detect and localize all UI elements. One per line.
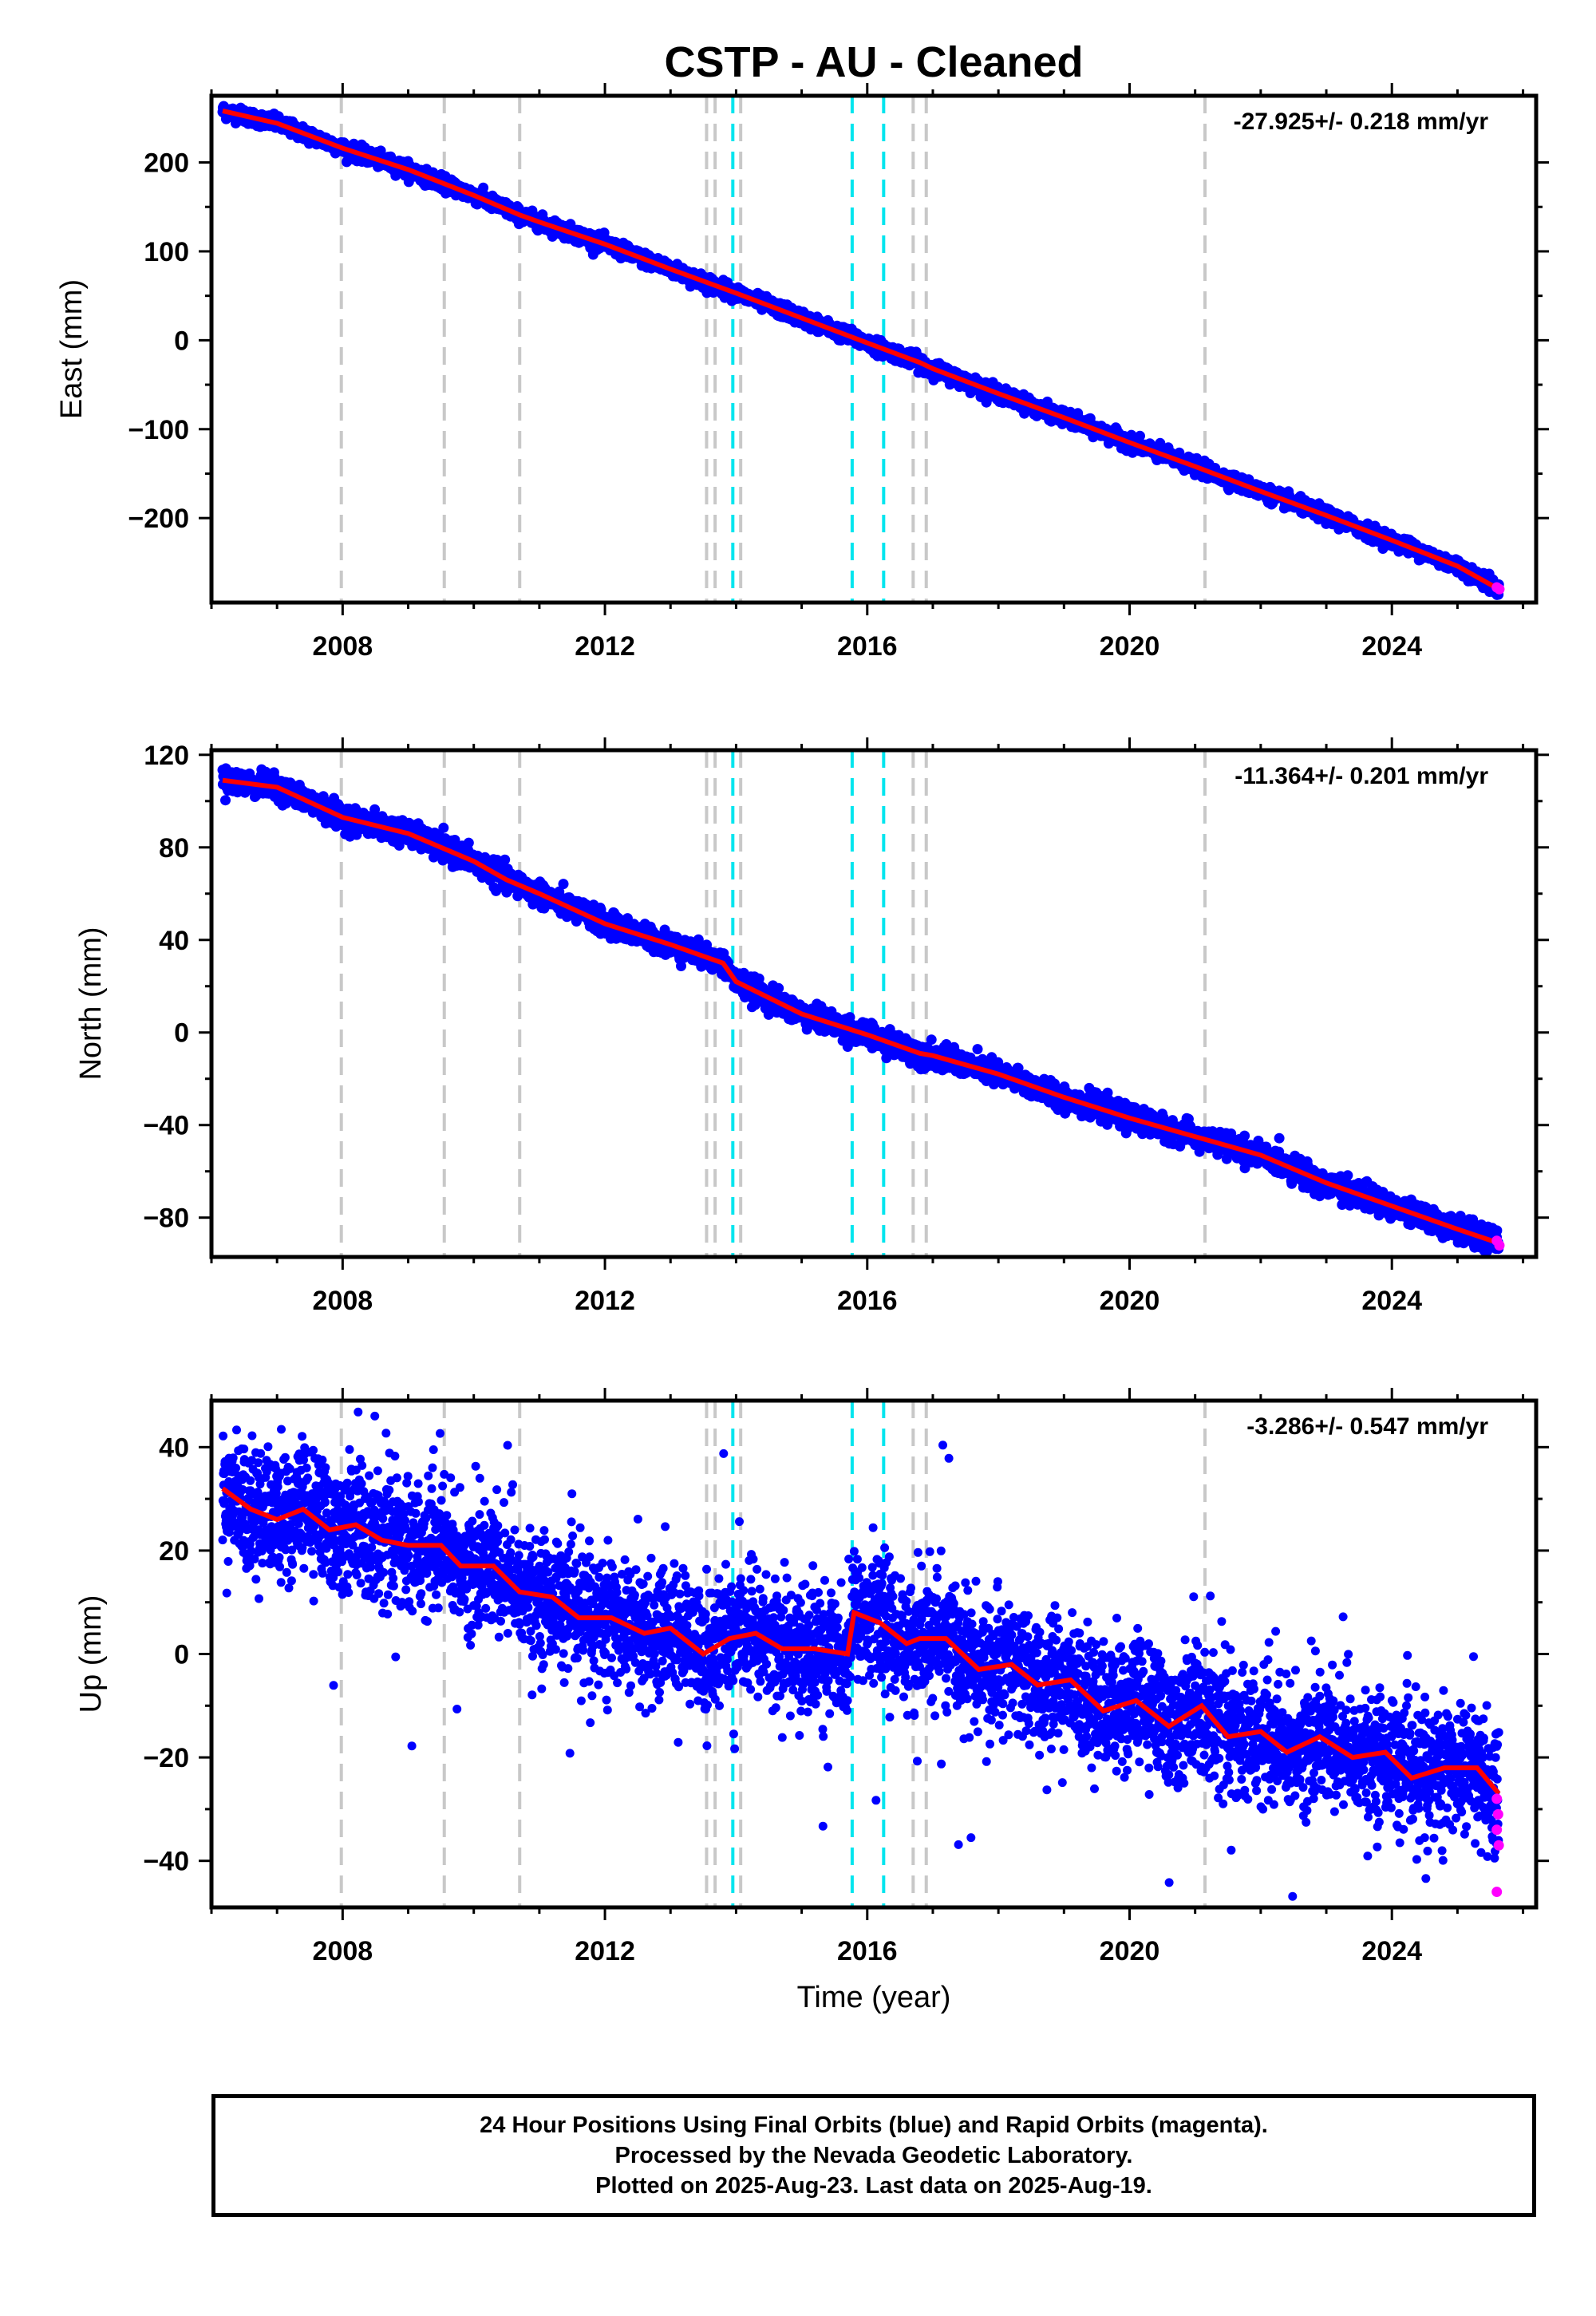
data-point: [492, 855, 503, 865]
final-orbit-points: [217, 763, 1504, 1257]
rate-annotation: -27.925+/- 0.218 mm/yr: [1234, 109, 1489, 135]
fit-line: [222, 108, 1500, 591]
data-point: [558, 879, 569, 890]
data-point: [438, 822, 449, 833]
y-axis-label: East (mm): [55, 279, 89, 419]
y-tick-label: 0: [174, 326, 189, 356]
rapid-orbit-points: [1491, 582, 1505, 595]
data-point: [220, 795, 231, 806]
x-tick-label: 2012: [575, 631, 635, 662]
x-tick-label: 2020: [1100, 631, 1160, 662]
rapid-point: [1494, 583, 1505, 595]
x-tick-label: 2016: [837, 631, 898, 662]
y-tick-label: −200: [128, 504, 189, 534]
plot-frame: [209, 93, 1539, 605]
event-lines: [339, 96, 1207, 603]
x-axis: 2008 2012 2016 2020 2024: [210, 83, 1525, 662]
x-tick-label: 2024: [1361, 631, 1422, 662]
panel-1: −200 −100 0 100 200 2008 2012 2016 2020 2024 East …: [55, 83, 1549, 662]
chart-title: CSTP - AU - Cleaned: [664, 38, 1083, 86]
data-point: [478, 182, 489, 193]
y-axis: −200 −100 0 100 200: [128, 148, 1549, 534]
final-orbit-points: [217, 101, 1504, 600]
y-tick-label: −100: [128, 415, 189, 445]
event-lines: [339, 750, 1207, 1257]
x-tick-label: 2008: [313, 631, 373, 662]
data-point: [500, 854, 511, 865]
data-point: [449, 835, 460, 845]
y-tick-label: 200: [144, 148, 189, 179]
data-point: [463, 837, 474, 848]
y-tick-label: 100: [144, 237, 189, 267]
data-point: [369, 804, 381, 815]
